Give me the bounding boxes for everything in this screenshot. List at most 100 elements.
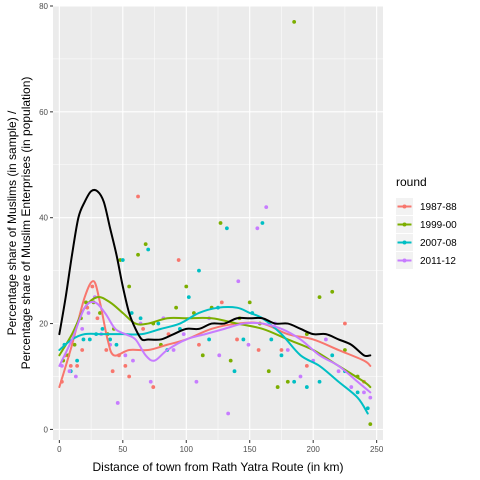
point-2011-12 <box>349 385 354 389</box>
x-axis-ticks: 0 50 100 150 200 250 <box>57 440 384 454</box>
point-1987-88 <box>136 194 140 199</box>
y-tick-label: 20 <box>39 320 48 329</box>
major-gridlines <box>53 5 383 440</box>
point-1999-00 <box>228 358 233 363</box>
point-1987-88 <box>279 348 284 352</box>
point-2011-12 <box>246 342 251 347</box>
point-1987-88 <box>75 364 80 368</box>
point-1987-88 <box>95 316 100 321</box>
point-2007-08 <box>114 342 119 347</box>
legend-keys: 1987-88 1999-00 2007-08 2011-12 <box>396 198 457 269</box>
point-1987-88 <box>304 364 309 368</box>
minor-gridlines <box>53 6 383 440</box>
point-1999-00 <box>266 369 271 374</box>
point-2011-12 <box>285 348 290 352</box>
point-1987-88 <box>68 364 73 368</box>
point-2007-08 <box>138 316 143 321</box>
point-1999-00 <box>136 252 140 257</box>
point-1999-00 <box>72 342 77 347</box>
point-2007-08 <box>355 390 360 395</box>
point-1987-88 <box>176 258 181 262</box>
legend-key-point-1999-00 <box>402 222 407 227</box>
point-1987-88 <box>123 364 128 368</box>
point-2007-08 <box>108 337 113 342</box>
legend-label-2011-12: 2011-12 <box>420 256 456 267</box>
point-2007-08 <box>197 268 201 273</box>
point-2007-08 <box>100 326 105 331</box>
point-1987-88 <box>219 300 224 305</box>
point-2007-08 <box>330 353 335 358</box>
point-2011-12 <box>298 374 303 379</box>
x-tick-label: 200 <box>307 445 321 454</box>
point-1999-00 <box>292 19 297 24</box>
point-2011-12 <box>194 379 199 384</box>
point-2007-08 <box>81 337 86 342</box>
point-2007-08 <box>292 379 297 384</box>
point-2007-08 <box>146 247 151 252</box>
point-2007-08 <box>129 311 134 315</box>
point-2007-08 <box>186 295 191 299</box>
point-2011-12 <box>336 369 341 374</box>
point-2011-12 <box>217 353 222 358</box>
legend-key-point-2007-08 <box>402 240 407 245</box>
point-1987-88 <box>127 374 132 379</box>
point-2007-08 <box>207 337 212 342</box>
point-2007-08 <box>304 385 309 389</box>
legend-label-2007-08: 2007-08 <box>420 238 457 249</box>
point-2011-12 <box>368 395 373 400</box>
point-2007-08 <box>241 337 246 342</box>
point-2011-12 <box>80 326 85 331</box>
legend-label-1999-00: 1999-00 <box>420 220 457 231</box>
point-2007-08 <box>365 406 370 411</box>
point-2007-08 <box>156 321 161 326</box>
point-2011-12 <box>131 358 135 363</box>
point-1987-88 <box>235 337 239 342</box>
point-2011-12 <box>264 205 269 210</box>
y-tick-label: 60 <box>39 108 48 117</box>
point-1999-00 <box>143 242 148 247</box>
point-1987-88 <box>90 284 95 289</box>
point-2011-12 <box>323 337 328 342</box>
point-2007-08 <box>224 226 229 231</box>
point-1999-00 <box>200 353 205 358</box>
point-1999-00 <box>285 379 290 384</box>
point-1999-00 <box>330 289 335 294</box>
point-2011-12 <box>255 226 260 231</box>
point-2007-08 <box>75 358 80 363</box>
smooth-line-2011-12 <box>58 300 372 394</box>
y-axis-ticks: 0 20 40 60 80 <box>39 2 53 434</box>
point-2007-08 <box>279 353 284 358</box>
point-2007-08 <box>120 258 125 262</box>
legend-key-point-2011-12 <box>402 258 407 263</box>
point-1987-88 <box>197 342 201 347</box>
point-2011-12 <box>181 332 186 337</box>
y-axis-title-line1: Percentage share of Muslims (in sample) … <box>5 110 19 335</box>
point-2011-12 <box>59 364 64 368</box>
point-2007-08 <box>232 369 237 374</box>
point-1987-88 <box>80 348 85 352</box>
point-2007-08 <box>269 337 274 342</box>
legend-label-1987-88: 1987-88 <box>420 202 457 213</box>
legend-title: round <box>396 175 427 189</box>
point-1987-88 <box>141 326 146 331</box>
x-tick-label: 100 <box>180 445 194 454</box>
x-axis-title: Distance of town from Rath Yatra Route (… <box>93 460 344 474</box>
legend: round 1987-88 1999-00 2007-08 2011-12 <box>396 175 457 269</box>
point-1987-88 <box>256 348 261 352</box>
point-1987-88 <box>104 348 109 352</box>
point-2011-12 <box>236 279 241 284</box>
y-tick-label: 40 <box>39 214 48 223</box>
point-1999-00 <box>343 348 347 352</box>
point-1999-00 <box>317 295 322 299</box>
y-tick-label: 0 <box>44 425 49 434</box>
y-axis-title-line2: Percentage share of Muslim Enterprises (… <box>19 77 33 370</box>
point-1999-00 <box>127 284 132 289</box>
point-1999-00 <box>184 284 189 289</box>
point-2011-12 <box>226 411 231 416</box>
point-1987-88 <box>343 321 347 326</box>
point-1999-00 <box>174 305 179 310</box>
point-2011-12 <box>123 353 128 358</box>
smooth-line-1987-88 <box>58 280 372 389</box>
point-2007-08 <box>87 337 92 342</box>
point-2011-12 <box>86 311 91 315</box>
